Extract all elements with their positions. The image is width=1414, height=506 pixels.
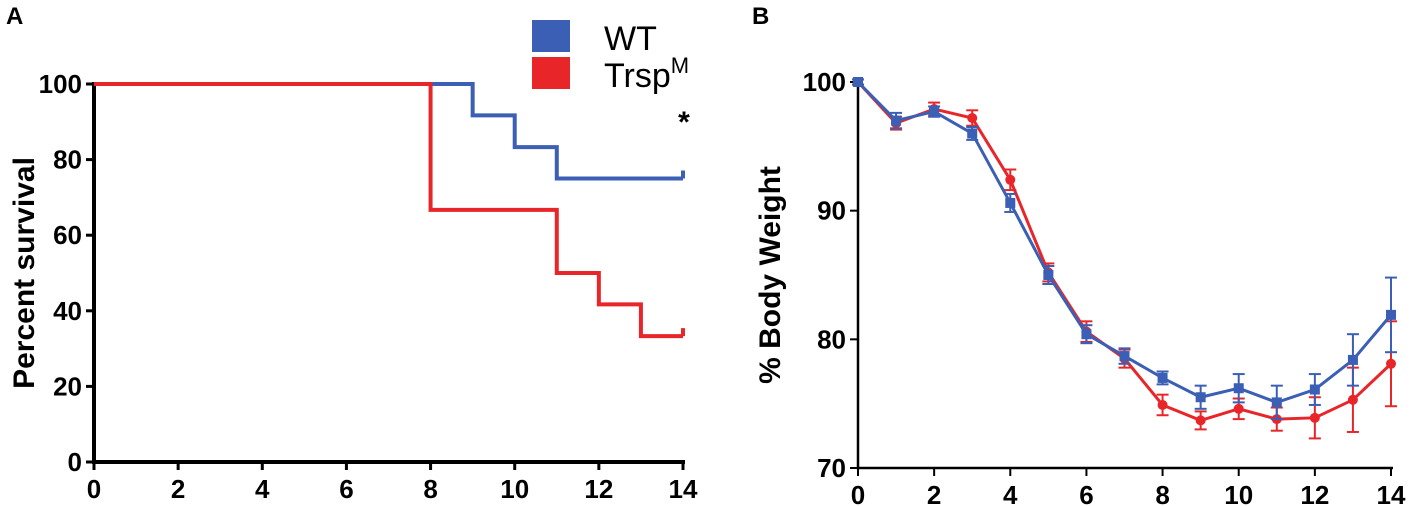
panel-letter-a: A xyxy=(6,3,23,30)
survival-chart: 0 2 4 6 8 10 12 14 0 20 40 60 80 100 Percent survival *… xyxy=(8,20,698,504)
significance-asterisk: * xyxy=(678,106,690,139)
legend-label-trspm: TrspM xyxy=(604,53,689,95)
y-axis-label: Percent survival xyxy=(8,157,41,389)
y-tick-label: 80 xyxy=(53,145,82,175)
survival-curve-trspm xyxy=(94,82,683,339)
data-point-wt xyxy=(1195,392,1206,403)
data-point-wt xyxy=(967,128,978,139)
data-point-trspm xyxy=(1309,412,1320,423)
data-point-wt xyxy=(1043,270,1054,280)
x-tick-label: 0 xyxy=(851,480,865,506)
x-tick-label: 8 xyxy=(423,474,437,504)
body-weight-chart: 0 2 4 6 8 10 12 14 70 80 90 100 % Body Weight xyxy=(754,67,1406,506)
y-tick-label: 60 xyxy=(53,220,82,250)
legend-swatch-trspm xyxy=(532,57,570,89)
x-tick-label: 4 xyxy=(1003,480,1018,506)
y-tick-label: 0 xyxy=(68,447,82,477)
data-point-wt xyxy=(853,77,863,87)
data-point-wt xyxy=(1157,372,1168,383)
weight-line-trspm xyxy=(856,80,1393,422)
survival-curve-wt xyxy=(94,82,683,181)
data-point-wt xyxy=(1233,383,1244,394)
x-tick-label: 12 xyxy=(584,474,613,504)
data-point-trspm xyxy=(1386,358,1396,369)
y-tick-label: 20 xyxy=(53,371,82,401)
x-tick-label: 14 xyxy=(669,474,698,504)
data-point-wt xyxy=(1081,329,1092,340)
data-point-wt xyxy=(1309,384,1320,395)
legend-label-wt: WT xyxy=(604,20,657,58)
data-point-wt xyxy=(1119,351,1130,362)
x-tick-label: 10 xyxy=(1224,480,1253,506)
y-tick-label: 100 xyxy=(39,69,82,99)
y-tick-label: 100 xyxy=(803,67,846,97)
data-point-wt xyxy=(1271,397,1282,408)
data-point-trspm xyxy=(1005,174,1016,185)
y-axis-label: % Body Weight xyxy=(754,166,787,384)
x-tick-label: 2 xyxy=(927,480,941,506)
y-tick-label: 40 xyxy=(53,296,82,326)
data-point-wt xyxy=(1005,197,1016,208)
x-tick-label: 0 xyxy=(87,474,101,504)
data-point-trspm xyxy=(967,113,978,124)
x-tick-label: 6 xyxy=(339,474,353,504)
panel-letter-b: B xyxy=(752,3,769,30)
y-tick-label: 80 xyxy=(817,324,846,354)
x-tick-label: 6 xyxy=(1079,480,1093,506)
x-tick-label: 2 xyxy=(171,474,185,504)
x-tick-label: 10 xyxy=(500,474,529,504)
data-point-trspm xyxy=(1233,403,1244,414)
data-point-wt xyxy=(1386,309,1396,320)
data-point-wt xyxy=(891,115,902,126)
data-point-trspm xyxy=(1347,394,1358,405)
data-point-wt xyxy=(929,106,940,117)
y-tick-label: 70 xyxy=(817,453,846,483)
x-tick-label: 14 xyxy=(1377,480,1406,506)
y-tick-label: 90 xyxy=(817,196,846,226)
legend-superscript: M xyxy=(671,53,689,78)
x-tick-label: 4 xyxy=(255,474,270,504)
data-point-wt xyxy=(1347,354,1358,365)
data-point-trspm xyxy=(1195,415,1206,426)
x-tick-label: 12 xyxy=(1300,480,1329,506)
data-point-trspm xyxy=(1157,399,1168,410)
legend-swatch-wt xyxy=(532,20,570,52)
x-tick-label: 8 xyxy=(1155,480,1169,506)
